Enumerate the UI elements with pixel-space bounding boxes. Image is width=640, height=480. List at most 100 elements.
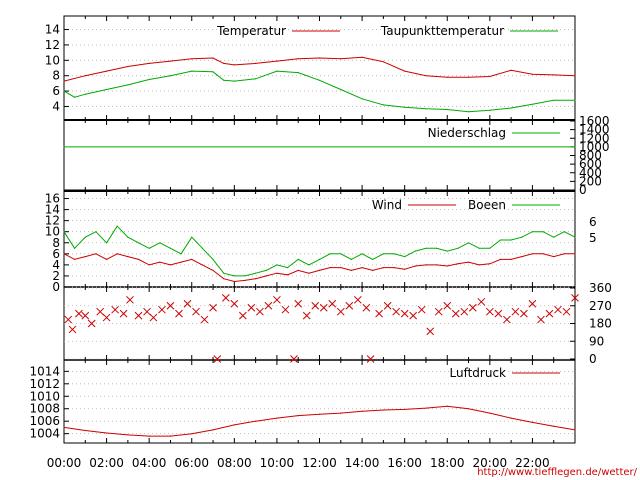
data-point [169,60,172,62]
direction-mark [503,315,511,324]
data-point [106,242,108,244]
data-point [191,58,193,60]
direction-mark [247,303,256,312]
data-point [223,272,225,274]
data-point [382,267,384,269]
direction-mark [319,303,328,312]
data-point [180,261,182,263]
y-tick-label-right: 200 [579,174,602,188]
y-tick-label: 8 [52,236,60,250]
data-point [212,71,214,73]
y-tick-label-right: 400 [579,166,602,180]
data-point [574,253,576,255]
data-point [499,239,502,241]
y-tick-label: 1008 [29,402,60,416]
y-tick-label: 12 [45,38,60,52]
data-point [255,420,257,422]
data-point [542,253,544,255]
data-point [308,272,310,274]
data-point [276,417,278,419]
data-point [233,424,235,426]
direction-mark [119,309,128,318]
data-point [244,279,246,281]
data-point [318,79,321,81]
y-tick-label: 1006 [29,414,60,428]
direction-mark [149,313,158,322]
legend-label-wind: Wind [372,198,402,212]
x-tick-label: 10:00 [260,456,295,470]
data-point [510,69,512,71]
direction-mark [328,299,337,308]
data-point [489,263,491,265]
credit-url: http://www.tiefflegen.de/wetter/ [477,467,637,478]
data-point [510,107,512,109]
data-point [404,408,406,410]
data-point [297,258,299,260]
data-point [127,84,129,86]
data-point [276,60,278,62]
y-tick-label-right: 1600 [579,114,610,128]
data-point [127,236,129,238]
data-point [404,268,406,270]
x-tick-label: 14:00 [345,456,380,470]
data-point [106,258,108,260]
direction-mark [166,301,175,310]
data-point [212,429,214,431]
direction-mark [460,307,469,316]
data-point [531,421,534,423]
direction-mark [175,309,183,318]
data-point [137,258,140,260]
x-tick-label: 16:00 [387,456,422,470]
direction-mark [520,309,528,318]
data-point [116,253,118,255]
data-point [574,99,576,101]
data-point [244,275,246,277]
data-point [446,265,448,267]
direction-mark [281,305,290,314]
data-point [137,242,140,244]
data-point [553,256,555,258]
data-point [425,407,427,409]
x-tick-label: 08:00 [217,456,252,470]
data-point [297,269,299,271]
direction-mark [192,307,200,316]
data-point [553,236,555,238]
direction-mark [238,311,247,320]
data-point [372,258,374,260]
data-point [510,258,512,260]
data-point [531,253,534,255]
direction-mark [87,319,96,328]
y-tick-label: 1012 [29,377,60,391]
y-tick-label-right: 1200 [579,131,610,145]
data-point [169,75,172,77]
data-point [106,432,108,434]
x-tick-label: 18:00 [430,456,465,470]
direction-mark [96,307,105,316]
x-tick-label: 22:00 [515,456,550,470]
data-point [169,435,172,437]
data-point [489,75,491,78]
data-point [63,80,65,82]
direction-mark [451,309,460,318]
data-point [457,247,459,249]
data-point [404,106,406,108]
direction-mark [571,294,579,302]
y-tick-label: 8 [52,69,60,83]
data-point [148,78,150,81]
data-point [159,242,161,244]
data-point [404,256,406,258]
direction-mark [443,301,452,310]
data-point [340,412,342,414]
y-tick-label: 0 [52,280,60,294]
direction-mark [485,307,494,316]
direction-mark [468,303,477,312]
data-point [425,247,427,249]
data-point [467,408,470,410]
direction-mark [366,355,375,363]
data-point [361,410,363,412]
direction-mark [230,299,239,308]
data-point [169,247,172,249]
y-tick-label-right: 600 [579,157,602,171]
data-point [425,75,427,77]
